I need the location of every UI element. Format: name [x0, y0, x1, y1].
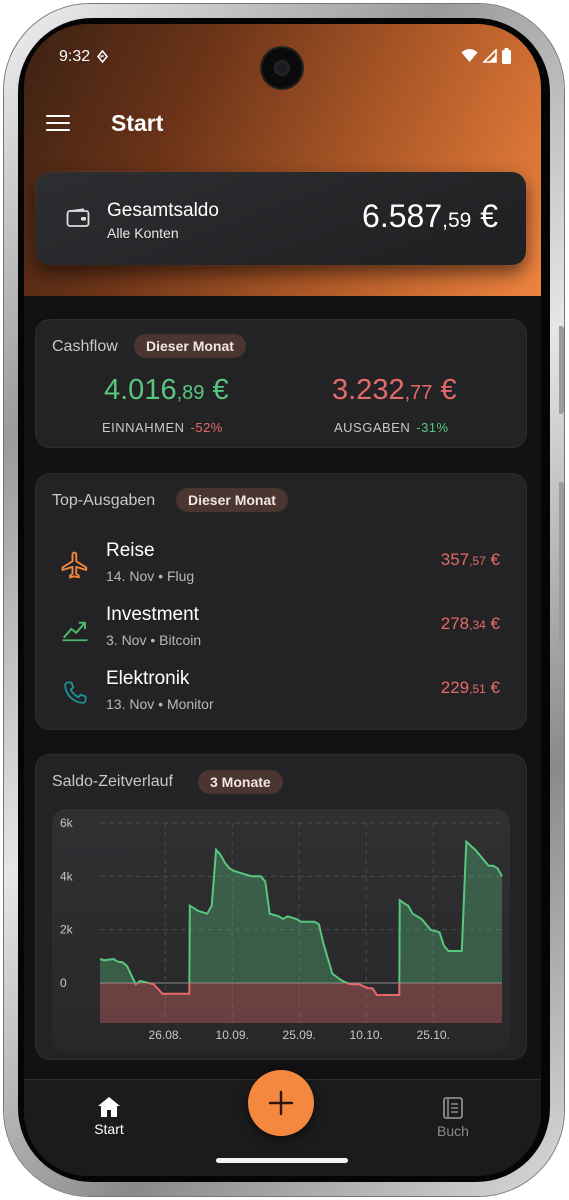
expense-name: Investment: [106, 604, 199, 625]
expense-amount-int: 229: [440, 678, 470, 697]
balance-area-negative: [100, 983, 502, 1023]
cashflow-card[interactable]: Cashflow Dieser Monat 4.016,89 € EINNAHM…: [36, 320, 526, 447]
trending-up-icon: [60, 614, 90, 649]
balance-chart: 6k 4k 2k 0 26.08. 10.09. 25.09. 10.10. 25.10.: [60, 816, 503, 1042]
balance-area-positive: [100, 841, 502, 983]
app-screen: 9:32 Start Gesamtsaldo Alle Konten 6.: [24, 24, 541, 1176]
expense-date: 3. Nov: [106, 632, 147, 648]
x-tick-label: 10.10.: [350, 1028, 383, 1042]
add-transaction-button[interactable]: [248, 1070, 314, 1136]
y-tick-label: 4k: [60, 869, 74, 883]
total-balance-card[interactable]: Gesamtsaldo Alle Konten 6.587,59 €: [36, 172, 526, 265]
front-camera: [262, 48, 302, 88]
expense-amount-int: 3.232: [332, 374, 405, 406]
navigation-icon: [96, 49, 109, 69]
expense-meta: 14. Nov • Flug: [106, 568, 195, 584]
x-tick-label: 10.09.: [216, 1028, 249, 1042]
status-time: 9:32: [59, 48, 91, 65]
phone-icon: [60, 678, 90, 713]
expense-change: -31%: [416, 420, 449, 435]
income-label-text: EINNAHMEN: [102, 420, 185, 435]
book-icon: [418, 1096, 488, 1123]
top-expenses-title: Top-Ausgaben: [52, 492, 156, 509]
nav-book-label: Buch: [437, 1123, 469, 1139]
nav-home[interactable]: Start: [74, 1096, 144, 1137]
cashflow-period-chip[interactable]: Dieser Monat: [134, 334, 246, 358]
balance-subtitle: Alle Konten: [107, 225, 179, 241]
balance-chart-container: 6k 4k 2k 0 26.08. 10.09. 25.09. 10.10. 25.10.: [52, 809, 510, 1051]
expense-label: AUSGABEN -31%: [334, 420, 449, 435]
income-amount-int: 4.016: [104, 374, 177, 406]
balance-line-positive: [99, 839, 503, 983]
income-amount-dec: ,89: [176, 382, 205, 404]
nav-book[interactable]: Buch: [418, 1096, 488, 1139]
top-expenses-period-chip[interactable]: Dieser Monat: [176, 488, 288, 512]
nav-home-label: Start: [94, 1121, 124, 1137]
home-icon: [74, 1096, 144, 1121]
expense-amount-dec: ,57: [469, 554, 486, 568]
expense-detail: Flug: [166, 568, 195, 584]
page-title: Start: [111, 110, 164, 136]
expense-currency: €: [490, 678, 500, 697]
expense-row-reise[interactable]: Reise 14. Nov • Flug 357,57 €: [36, 536, 526, 596]
expense-meta: 3. Nov • Bitcoin: [106, 632, 202, 648]
expense-detail: Monitor: [166, 696, 214, 712]
balance-amount-dec: ,59: [442, 209, 472, 232]
balance-history-period-chip[interactable]: 3 Monate: [198, 770, 283, 794]
expense-amount: 3.232,77 €: [332, 374, 457, 407]
balance-amount: 6.587,59 €: [362, 198, 498, 235]
income-currency: €: [212, 374, 229, 406]
x-tick-label: 25.09.: [283, 1028, 316, 1042]
expense-date: 13. Nov: [106, 696, 155, 712]
menu-button[interactable]: [46, 112, 70, 132]
income-change: -52%: [190, 420, 223, 435]
expense-currency: €: [440, 374, 457, 406]
balance-history-title: Saldo-Zeitverlauf: [52, 773, 173, 790]
expense-name: Reise: [106, 540, 155, 561]
expense-detail: Bitcoin: [159, 632, 202, 648]
expense-amount-dec: ,51: [469, 682, 486, 696]
menu-icon: [46, 115, 70, 117]
signal-icon: [482, 48, 497, 68]
expense-label-text: AUSGABEN: [334, 420, 411, 435]
y-tick-label: 6k: [60, 816, 74, 830]
wallet-icon: [66, 208, 90, 233]
balance-label: Gesamtsaldo: [107, 200, 219, 221]
expense-currency: €: [490, 614, 500, 633]
expense-currency: €: [490, 550, 500, 569]
expense-row-elektronik[interactable]: Elektronik 13. Nov • Monitor 229,51 €: [36, 664, 526, 724]
x-tick-label: 26.08.: [149, 1028, 182, 1042]
income-label: EINNAHMEN -52%: [102, 420, 223, 435]
balance-currency: €: [480, 198, 498, 234]
x-tick-label: 25.10.: [417, 1028, 450, 1042]
plus-icon: [268, 1090, 294, 1116]
battery-icon: [502, 48, 511, 69]
expense-amount: 357,57 €: [441, 550, 500, 570]
expense-meta: 13. Nov • Monitor: [106, 696, 214, 712]
expense-amount-dec: ,77: [404, 382, 433, 404]
balance-line-negative: [133, 983, 401, 996]
income-amount: 4.016,89 €: [104, 374, 229, 407]
home-indicator: [216, 1158, 348, 1163]
app-bar: Start: [24, 102, 541, 148]
expense-amount: 278,34 €: [441, 614, 500, 634]
expense-name: Elektronik: [106, 668, 190, 689]
y-tick-label: 0: [60, 976, 67, 990]
plane-icon: [60, 550, 90, 585]
status-bar: 9:32: [24, 24, 541, 84]
wifi-icon: [461, 49, 478, 68]
power-button: [559, 482, 564, 642]
expense-date: 14. Nov: [106, 568, 155, 584]
expense-amount-int: 278: [440, 614, 470, 633]
top-expenses-card: Top-Ausgaben Dieser Monat Reise 14. Nov …: [36, 474, 526, 729]
balance-amount-int: 6.587: [362, 198, 443, 234]
cashflow-title: Cashflow: [52, 338, 118, 355]
expense-amount: 229,51 €: [441, 678, 500, 698]
y-tick-label: 2k: [60, 923, 74, 937]
volume-button: [559, 326, 564, 414]
expense-amount-int: 357: [440, 550, 470, 569]
balance-history-card: Saldo-Zeitverlauf 3 Monate 6k 4k 2k 0 26.08.…: [36, 755, 526, 1059]
expense-row-investment[interactable]: Investment 3. Nov • Bitcoin 278,34 €: [36, 600, 526, 660]
expense-amount-dec: ,34: [469, 618, 486, 632]
